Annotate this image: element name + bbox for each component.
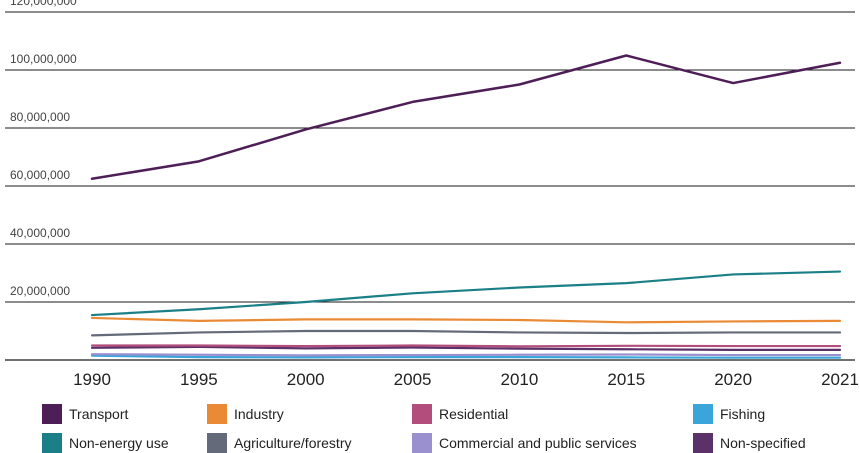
legend-label-non-specified: Non-specified bbox=[720, 435, 806, 451]
legend-item-industry: Industry bbox=[207, 404, 284, 424]
legend-label-non-energy-use: Non-energy use bbox=[69, 435, 169, 451]
x-tick-label: 2015 bbox=[607, 370, 645, 389]
legend-label-fishing: Fishing bbox=[720, 406, 766, 422]
legend-label-commercial-public: Commercial and public services bbox=[439, 435, 637, 451]
series-line-non-specified bbox=[90, 345, 842, 351]
legend-label-transport: Transport bbox=[69, 406, 129, 422]
x-tick-label: 2020 bbox=[714, 370, 752, 389]
y-tick-label: 20,000,000 bbox=[10, 284, 70, 298]
series-line-agriculture-forestry bbox=[90, 329, 842, 337]
legend-swatch-industry bbox=[207, 404, 227, 424]
legend-label-industry: Industry bbox=[234, 406, 284, 422]
series-line-commercial-and-public-services bbox=[90, 353, 842, 357]
series-line-non-energy-use bbox=[90, 270, 842, 317]
legend-label-agriculture-forestry: Agriculture/forestry bbox=[234, 435, 352, 451]
x-tick-label: 2010 bbox=[501, 370, 539, 389]
legend-item-non-specified: Non-specified bbox=[693, 433, 806, 453]
y-tick-label: 80,000,000 bbox=[10, 110, 70, 124]
legend-item-transport: Transport bbox=[42, 404, 128, 424]
x-tick-label: 1995 bbox=[180, 370, 218, 389]
y-tick-label: 40,000,000 bbox=[10, 226, 70, 240]
x-tick-label: 2000 bbox=[287, 370, 325, 389]
series-line-fishing bbox=[90, 354, 842, 359]
y-tick-label: 60,000,000 bbox=[10, 168, 70, 182]
x-tick-label: 2005 bbox=[394, 370, 432, 389]
legend-item-non-energy-use: Non-energy use bbox=[42, 433, 169, 453]
series-line-industry bbox=[90, 316, 842, 324]
legend-swatch-non-energy-use bbox=[42, 433, 62, 453]
legend-item-commercial-public: Commercial and public services bbox=[412, 433, 637, 453]
series-line-transport bbox=[90, 54, 842, 180]
legend-swatch-commercial-public bbox=[412, 433, 432, 453]
series-line-residential bbox=[90, 344, 842, 348]
legend-swatch-non-specified bbox=[693, 433, 713, 453]
legend-swatch-fishing bbox=[693, 404, 713, 424]
y-tick-label: 100,000,000 bbox=[10, 52, 77, 66]
legend-item-residential: Residential bbox=[412, 404, 508, 424]
legend-item-agriculture-forestry: Agriculture/forestry bbox=[207, 433, 351, 453]
x-tick-label: 1990 bbox=[73, 370, 111, 389]
legend-swatch-residential bbox=[412, 404, 432, 424]
legend-swatch-transport bbox=[42, 404, 62, 424]
line-chart: 20,000,000 40,000,000 60,000,000 80,000,000… bbox=[5, 0, 859, 389]
legend-label-residential: Residential bbox=[439, 406, 509, 422]
y-tick-label: 120,000,000 bbox=[10, 0, 77, 8]
legend: Transport Industry Residential Fishing N… bbox=[0, 400, 860, 453]
legend-swatch-agriculture-forestry bbox=[207, 433, 227, 453]
x-tick-label: 2021 bbox=[821, 370, 859, 389]
legend-item-fishing: Fishing bbox=[693, 404, 765, 424]
